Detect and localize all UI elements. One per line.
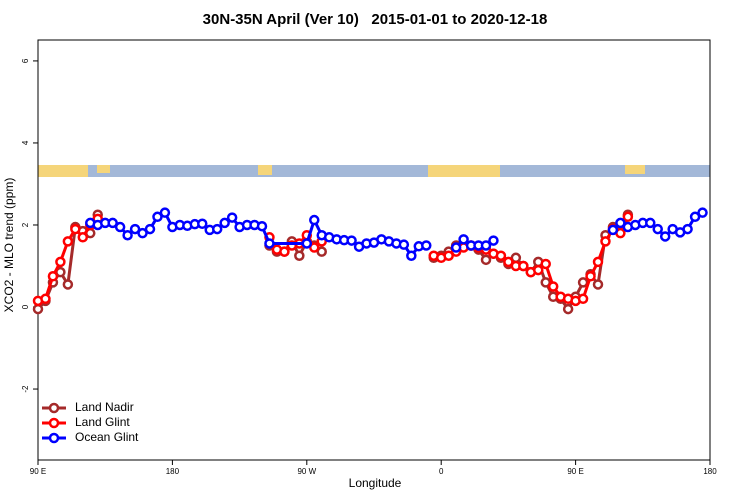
y-tick-label: 2 <box>21 222 30 227</box>
x-tick-label: 0 <box>439 467 444 476</box>
x-tick-label: 90 E <box>567 467 583 476</box>
data-point <box>577 293 589 305</box>
x-tick-label: 90 E <box>30 467 46 476</box>
data-point <box>47 271 59 282</box>
plot-frame <box>37 39 711 461</box>
x-tick-label: 90 W <box>297 467 316 476</box>
data-point <box>70 223 81 235</box>
data-point <box>622 211 634 223</box>
data-point <box>77 232 89 243</box>
data-point <box>682 223 693 235</box>
data-point <box>547 281 559 292</box>
x-tick-label: 180 <box>166 467 180 476</box>
data-point <box>197 218 208 229</box>
legend-marker <box>48 417 60 429</box>
data-point <box>488 235 499 246</box>
data-point <box>346 235 357 246</box>
y-tick-label: 0 <box>21 304 30 309</box>
data-point <box>652 223 663 235</box>
data-point <box>592 256 604 268</box>
data-point <box>219 217 230 229</box>
data-point <box>301 238 313 249</box>
ocean-band <box>38 165 710 177</box>
data-point <box>458 234 469 245</box>
data-point <box>615 217 626 229</box>
data-point <box>62 236 74 247</box>
data-point <box>32 303 44 315</box>
data-point <box>607 224 619 236</box>
legend-marker <box>48 432 60 444</box>
data-point <box>152 211 163 223</box>
data-point <box>144 223 156 235</box>
data-point <box>562 303 574 315</box>
y-axis-label: XCO2 - MLO trend (ppm) <box>2 178 16 313</box>
x-axis-label: Longitude <box>349 476 402 490</box>
land-band <box>428 165 500 177</box>
legend-label: Land Glint <box>75 415 130 429</box>
data-point <box>309 214 320 226</box>
legend-marker <box>48 402 60 414</box>
y-tick-label: 6 <box>21 58 30 63</box>
land-band <box>97 165 110 173</box>
data-point <box>406 250 417 261</box>
data-point <box>480 254 492 266</box>
x-tick-label: 180 <box>703 467 717 476</box>
data-point <box>600 236 611 247</box>
data-point <box>503 256 514 268</box>
data-point <box>137 227 148 239</box>
data-point <box>62 279 74 290</box>
data-point <box>316 246 327 257</box>
data-point <box>40 293 51 305</box>
data-point <box>540 277 551 288</box>
data-point <box>211 223 223 235</box>
data-point <box>55 256 66 268</box>
data-point <box>226 212 238 223</box>
data-point <box>659 231 671 242</box>
data-point <box>577 277 589 288</box>
legend-label: Land Nadir <box>75 400 134 414</box>
data-point <box>533 264 544 276</box>
data-point <box>256 220 268 232</box>
y-tick-label: -2 <box>21 385 30 393</box>
land-band <box>258 165 272 175</box>
data-point <box>398 239 410 250</box>
legend-label: Ocean Glint <box>75 430 139 444</box>
data-point <box>159 207 171 218</box>
data-point <box>495 250 507 261</box>
data-point <box>592 279 604 290</box>
data-point <box>443 250 454 261</box>
land-ocean-band <box>38 165 710 177</box>
chart-title: 30N-35N April (Ver 10) 2015-01-01 to 202… <box>203 11 548 28</box>
data-point <box>689 211 701 223</box>
data-point <box>450 242 462 253</box>
data-point <box>294 250 305 261</box>
data-point <box>279 246 290 257</box>
data-point <box>122 229 133 241</box>
data-point <box>309 242 320 253</box>
data-point <box>518 260 529 272</box>
land-band <box>625 165 645 174</box>
data-point <box>585 271 596 282</box>
land-band <box>38 165 88 177</box>
data-point <box>114 221 126 233</box>
data-point <box>421 240 432 251</box>
y-tick-label: 4 <box>21 140 30 145</box>
data-point <box>697 207 708 218</box>
data-point <box>129 223 141 235</box>
data-point <box>645 217 656 229</box>
data-point <box>107 217 118 229</box>
data-point <box>480 240 492 251</box>
data-point <box>264 238 275 249</box>
data-point <box>540 258 551 270</box>
